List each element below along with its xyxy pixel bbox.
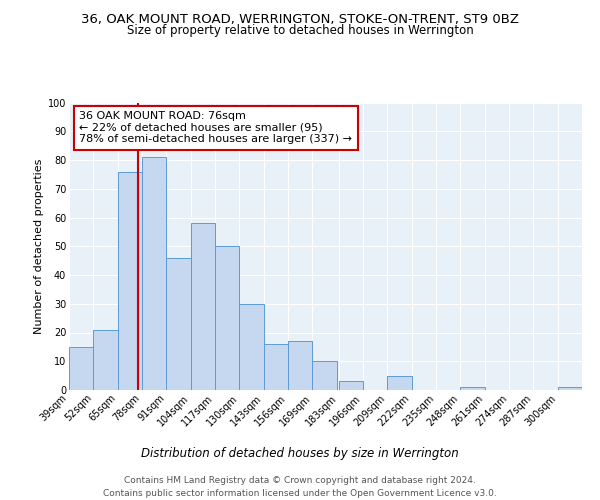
- Text: Distribution of detached houses by size in Werrington: Distribution of detached houses by size …: [141, 448, 459, 460]
- Bar: [142, 157, 166, 390]
- Text: Contains HM Land Registry data © Crown copyright and database right 2024.: Contains HM Land Registry data © Crown c…: [124, 476, 476, 485]
- Bar: [191, 223, 215, 390]
- Bar: [239, 304, 264, 390]
- Bar: [338, 382, 363, 390]
- Text: 36, OAK MOUNT ROAD, WERRINGTON, STOKE-ON-TRENT, ST9 0BZ: 36, OAK MOUNT ROAD, WERRINGTON, STOKE-ON…: [81, 12, 519, 26]
- Text: 36 OAK MOUNT ROAD: 76sqm
← 22% of detached houses are smaller (95)
78% of semi-d: 36 OAK MOUNT ROAD: 76sqm ← 22% of detach…: [79, 111, 352, 144]
- Text: Size of property relative to detached houses in Werrington: Size of property relative to detached ho…: [127, 24, 473, 37]
- Bar: [387, 376, 412, 390]
- Bar: [460, 387, 485, 390]
- Bar: [166, 258, 191, 390]
- Bar: [94, 330, 118, 390]
- Text: Contains public sector information licensed under the Open Government Licence v3: Contains public sector information licen…: [103, 489, 497, 498]
- Y-axis label: Number of detached properties: Number of detached properties: [34, 158, 44, 334]
- Bar: [288, 341, 313, 390]
- Bar: [557, 387, 582, 390]
- Bar: [215, 246, 239, 390]
- Bar: [69, 347, 94, 390]
- Bar: [313, 361, 337, 390]
- Bar: [264, 344, 288, 390]
- Bar: [118, 172, 142, 390]
